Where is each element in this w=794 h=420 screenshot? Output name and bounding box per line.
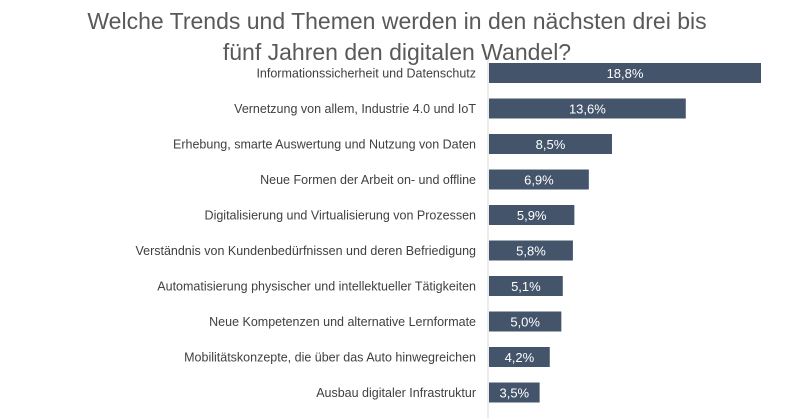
bar bbox=[489, 63, 761, 83]
category-label: Verständnis von Kundenbedürfnissen und d… bbox=[135, 244, 476, 258]
value-label: 5,9% bbox=[517, 208, 547, 223]
chart-title-line-1: Welche Trends und Themen werden in den n… bbox=[87, 8, 707, 34]
value-label: 6,9% bbox=[524, 173, 554, 188]
chart-title: Welche Trends und Themen werden in den n… bbox=[0, 6, 794, 68]
bar bbox=[489, 98, 686, 119]
value-label: 18,8% bbox=[607, 66, 644, 81]
chart-title-line-2: fünf Jahren den digitalen Wandel? bbox=[222, 39, 572, 65]
value-label: 4,2% bbox=[505, 350, 535, 365]
value-label: 8,5% bbox=[536, 137, 566, 152]
bar bbox=[489, 169, 589, 190]
bar bbox=[489, 347, 550, 367]
bar bbox=[489, 382, 540, 403]
category-label: Digitalisierung und Virtualisierung von … bbox=[205, 209, 476, 223]
value-label: 5,8% bbox=[516, 244, 546, 259]
value-label: 13,6% bbox=[569, 102, 606, 117]
bar bbox=[489, 205, 575, 225]
bar bbox=[489, 240, 573, 261]
value-label: 3,5% bbox=[499, 386, 529, 401]
category-label: Automatisierung physischer und intellekt… bbox=[157, 280, 476, 294]
bar bbox=[489, 276, 563, 296]
value-label: 5,0% bbox=[510, 315, 540, 330]
category-label: Vernetzung von allem, Industrie 4.0 und … bbox=[234, 102, 476, 116]
category-label: Ausbau digitaler Infrastruktur bbox=[316, 386, 476, 400]
category-label: Mobilitätskonzepte, die über das Auto hi… bbox=[184, 351, 476, 365]
bar bbox=[489, 311, 562, 332]
value-label: 5,1% bbox=[511, 279, 541, 294]
category-label: Erhebung, smarte Auswertung und Nutzung … bbox=[173, 138, 476, 152]
category-label: Neue Formen der Arbeit on- und offline bbox=[260, 173, 476, 187]
category-label: Neue Kompetenzen und alternative Lernfor… bbox=[209, 315, 476, 329]
category-label: Informationssicherheit und Datenschutz bbox=[256, 67, 476, 81]
bar bbox=[489, 134, 612, 154]
